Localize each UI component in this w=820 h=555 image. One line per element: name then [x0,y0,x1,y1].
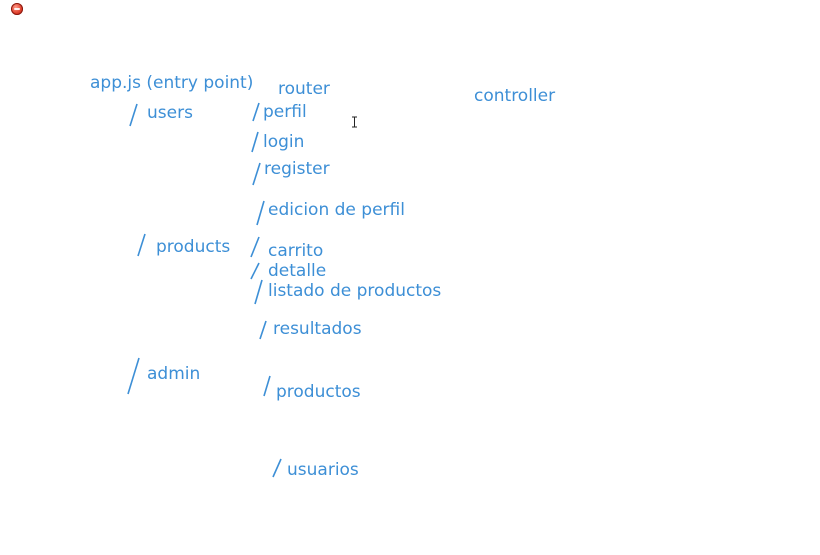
slash-icon [252,162,261,186]
slash-icon [259,320,267,340]
slash-icon [250,236,260,258]
productos-label: productos [276,382,361,402]
detalle-label: detalle [268,261,327,281]
close-icon[interactable] [11,3,23,15]
slash-icon [127,357,140,395]
register-label: register [264,159,330,179]
login-label: login [263,132,305,152]
slash-icon [263,375,271,397]
carrito-label: carrito [268,241,324,261]
perfil-label: perfil [263,102,307,122]
slash-icon [256,200,265,226]
app-entry-label: app.js (entry point) [90,73,254,93]
resultados-label: resultados [273,319,362,339]
text-cursor-icon [352,116,357,128]
usuarios-label: usuarios [287,460,359,480]
slash-icon [254,279,263,305]
slash-icon [129,103,138,127]
products-label: products [156,237,231,257]
controller-label: controller [474,86,556,106]
slash-icon [252,102,260,122]
slash-icon [137,233,146,257]
slash-icon [250,262,260,280]
edicion-de-perfil-label: edicion de perfil [268,200,405,220]
slash-icon [251,131,259,153]
slash-icon [272,458,282,478]
router-label: router [278,79,330,99]
listado-de-productos-label: listado de productos [268,281,442,301]
users-label: users [147,103,193,123]
admin-label: admin [147,364,201,384]
